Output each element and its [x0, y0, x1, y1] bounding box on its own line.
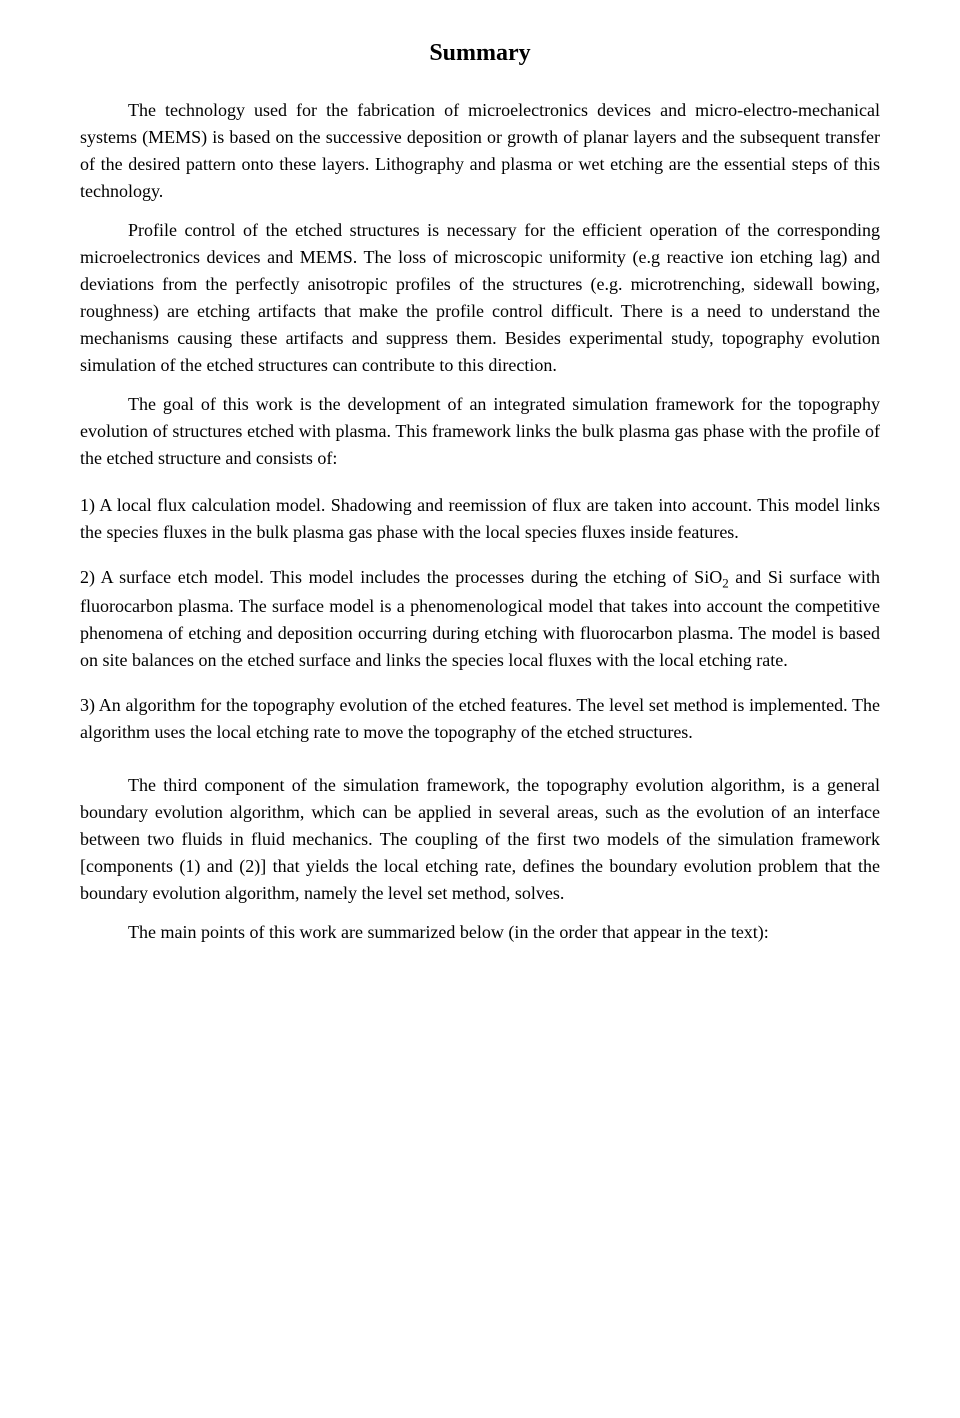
list-item-2: 2) A surface etch model. This model incl…	[80, 564, 880, 674]
item2-pre-text: 2) A surface etch model. This model incl…	[80, 567, 722, 587]
list-item-1: 1) A local flux calculation model. Shado…	[80, 492, 880, 546]
list-item-3: 3) An algorithm for the topography evolu…	[80, 692, 880, 746]
profile-paragraph: Profile control of the etched structures…	[80, 217, 880, 379]
main-points-paragraph: The main points of this work are summari…	[80, 919, 880, 946]
paragraph-container: The technology used for the fabrication …	[80, 97, 880, 205]
intro-paragraph: The technology used for the fabrication …	[80, 97, 880, 205]
third-component-paragraph: The third component of the simulation fr…	[80, 772, 880, 907]
page-title: Summary	[80, 40, 880, 67]
spacer	[80, 764, 880, 772]
goal-paragraph: The goal of this work is the development…	[80, 391, 880, 472]
spacer	[80, 484, 880, 492]
